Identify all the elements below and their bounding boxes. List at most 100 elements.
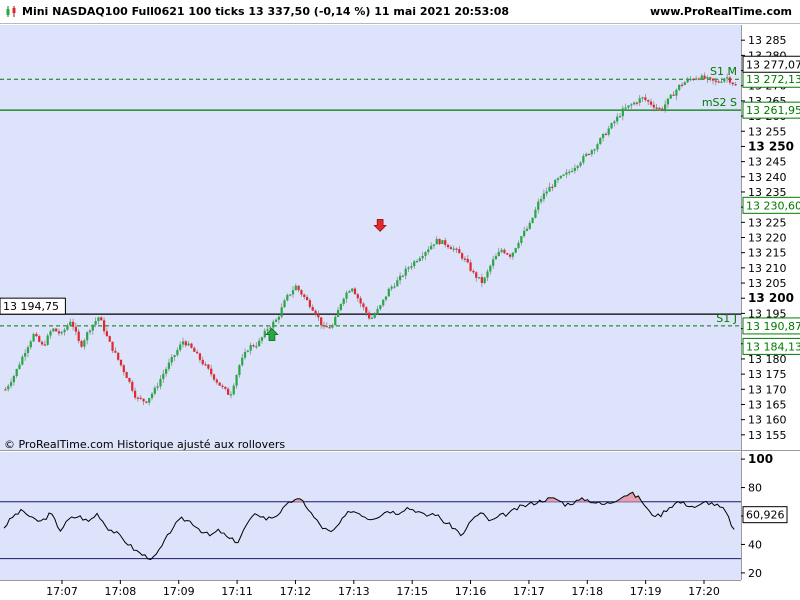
candle-up — [410, 266, 413, 268]
candle-up — [401, 275, 405, 277]
candle-up — [531, 217, 534, 223]
time-tick-label: 17:15 — [396, 585, 428, 598]
candle-down — [221, 385, 224, 387]
price-tag-box — [742, 55, 800, 73]
candle-down — [119, 359, 123, 366]
candle-down — [55, 328, 58, 332]
chart-title: Mini NASDAQ100 Full0621 100 ticks 13 337… — [22, 5, 510, 18]
candle-up — [638, 98, 641, 103]
candle-up — [348, 291, 351, 293]
candle-down — [198, 353, 202, 360]
candle-down — [108, 336, 111, 342]
price-tag-box — [742, 196, 800, 214]
candle-up — [280, 307, 283, 317]
candle-up — [559, 175, 562, 179]
candle-down — [117, 352, 120, 360]
candle-down — [114, 350, 117, 353]
candle-up — [576, 165, 579, 168]
sell-arrow-icon — [373, 219, 387, 232]
price-tag: 13 184,13 — [746, 340, 800, 353]
candle-down — [475, 272, 478, 278]
candle-up — [18, 364, 21, 369]
candle-up — [272, 321, 275, 328]
candle-up — [260, 337, 264, 341]
candle-down — [40, 341, 44, 345]
candle-down — [365, 307, 368, 313]
candle-up — [291, 290, 295, 295]
candle-up — [556, 178, 560, 180]
candle-up — [404, 268, 407, 276]
candle-up — [407, 267, 410, 269]
candle-up — [421, 255, 424, 259]
time-tick-label: 17:12 — [280, 585, 312, 598]
candle-up — [435, 238, 438, 245]
candle-down — [731, 82, 734, 85]
candle-down — [362, 303, 365, 308]
candle-up — [52, 328, 55, 332]
candle-up — [249, 345, 252, 351]
candle-down — [367, 312, 371, 319]
candle-up — [286, 294, 289, 301]
candle-up — [289, 294, 292, 296]
candle-up — [66, 325, 69, 330]
candle-down — [644, 97, 647, 101]
price-tick-label: 13 205 — [748, 277, 787, 290]
candle-down — [71, 321, 75, 327]
candle-up — [229, 394, 233, 396]
candle-down — [697, 78, 701, 80]
candle-down — [142, 398, 145, 402]
candle-down — [469, 262, 472, 271]
candle-down — [100, 317, 103, 321]
candle-down — [311, 307, 314, 311]
candle-up — [15, 368, 18, 377]
candle-down — [661, 108, 664, 110]
candle-up — [618, 116, 622, 118]
candle-up — [483, 277, 486, 283]
candle-down — [303, 294, 306, 297]
price-tick-label: 13 220 — [748, 232, 787, 245]
candle-down — [458, 249, 461, 254]
price-level-name: S1 J — [716, 312, 737, 325]
title-bar: Mini NASDAQ100 Full0621 100 ticks 13 337… — [0, 0, 800, 24]
candle-down — [77, 331, 80, 341]
candle-up — [568, 171, 571, 173]
candle-down — [325, 326, 328, 328]
candle-down — [227, 388, 230, 395]
candle-down — [508, 254, 512, 257]
candle-down — [446, 244, 450, 248]
candle-up — [294, 285, 297, 291]
candle-up — [331, 325, 334, 328]
candle-down — [480, 277, 483, 283]
candle-up — [706, 77, 709, 79]
candle-up — [274, 319, 278, 322]
candle-down — [466, 258, 469, 263]
candle-up — [723, 78, 726, 82]
candle-up — [585, 153, 588, 156]
candle-up — [382, 299, 385, 306]
candle-down — [136, 397, 140, 399]
candle-up — [441, 240, 444, 245]
candle-up — [269, 327, 272, 330]
candle-up — [418, 258, 421, 262]
candle-up — [370, 317, 374, 320]
candle-up — [562, 174, 565, 176]
candle-up — [492, 259, 495, 266]
indicator-tick-label: 20 — [748, 567, 762, 580]
candle-up — [241, 357, 244, 366]
candle-down — [692, 78, 695, 81]
candle-down — [145, 401, 148, 403]
time-tick-label: 17:18 — [571, 585, 603, 598]
candle-down — [224, 386, 227, 389]
candle-down — [472, 270, 475, 273]
candle-up — [630, 104, 633, 106]
candle-up — [91, 324, 94, 331]
candle-up — [29, 341, 32, 348]
candle-up — [528, 222, 531, 229]
candle-down — [709, 77, 712, 79]
price-tag: 13 230,60 — [746, 199, 800, 212]
candle-down — [111, 341, 114, 351]
candle-up — [675, 89, 678, 96]
time-tick-label: 17:20 — [688, 585, 720, 598]
candle-down — [38, 336, 41, 342]
